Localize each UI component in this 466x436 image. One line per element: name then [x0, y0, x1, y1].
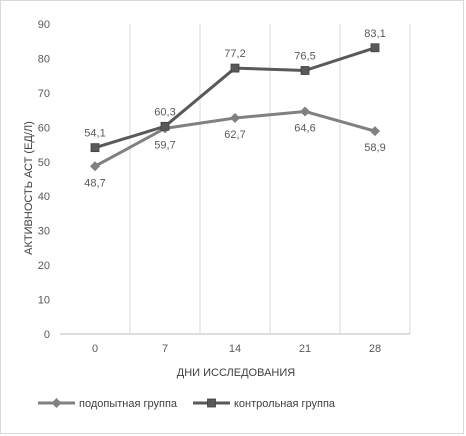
data-label-series-1: 62,7	[224, 129, 245, 141]
series-1-point	[90, 161, 100, 172]
data-label-series-2: 83,1	[364, 28, 385, 40]
series-1-point	[230, 113, 240, 124]
y-tick-label: 20	[38, 260, 50, 272]
legend-series-2-label: контрольная группа	[234, 398, 336, 410]
y-tick-label: 90	[38, 19, 50, 31]
legend-item-series-2: контрольная группа	[193, 398, 336, 410]
series-2-point	[300, 66, 310, 75]
series-1-point	[370, 126, 380, 137]
gridlines	[129, 24, 411, 334]
data-label-series-2: 60,3	[154, 106, 175, 118]
x-tick-label: 7	[162, 343, 168, 355]
x-tick-label: 0	[92, 343, 98, 355]
y-tick-label: 30	[38, 226, 50, 238]
legend-series-1-label: подопытная группа	[79, 398, 178, 410]
series-2-point	[160, 121, 170, 131]
y-tick-label: 10	[38, 295, 50, 307]
legend-series-2-marker	[207, 398, 216, 408]
series-layer	[90, 43, 380, 172]
x-axis-title: ДНИ ИССЛЕДОВАНИЯ	[177, 367, 296, 379]
x-tick-labels: 0 7 14 21 28	[92, 343, 381, 355]
x-tick-label: 21	[299, 343, 311, 355]
data-label-series-2: 76,5	[294, 51, 315, 63]
y-tick-label: 40	[38, 191, 50, 203]
data-labels-layer: 54,1 48,7 60,3 59,7 77,2 62,7 76,5 64,6 83,1 58,9	[84, 28, 385, 189]
y-axis-title: АКТИВНОСТЬ АСТ (ЕД/Л)	[23, 121, 35, 255]
y-tick-label: 0	[44, 329, 50, 341]
x-tick-label: 14	[229, 343, 241, 355]
data-label-series-1: 64,6	[294, 122, 315, 134]
data-label-series-1: 58,9	[364, 142, 385, 154]
series-2-point	[230, 63, 240, 73]
y-tick-label: 70	[38, 88, 50, 100]
legend-item-series-1: подопытная группа	[38, 398, 178, 410]
y-tick-label: 50	[38, 157, 50, 169]
y-tick-labels: 0 10 20 30 40 50 60 70 80 90	[38, 19, 50, 341]
data-label-series-1: 59,7	[154, 139, 175, 151]
series-2-point	[370, 43, 380, 53]
data-label-series-1: 48,7	[84, 177, 105, 189]
series-1-point	[300, 106, 310, 117]
series-2-point	[90, 143, 100, 153]
legend-series-1-marker	[51, 398, 62, 408]
data-label-series-2: 54,1	[84, 128, 105, 140]
y-tick-label: 60	[38, 122, 50, 134]
data-label-series-2: 77,2	[224, 48, 245, 60]
x-tick-label: 28	[369, 343, 381, 355]
legend: подопытная группа контрольная группа	[38, 398, 336, 410]
y-tick-label: 80	[38, 53, 50, 65]
